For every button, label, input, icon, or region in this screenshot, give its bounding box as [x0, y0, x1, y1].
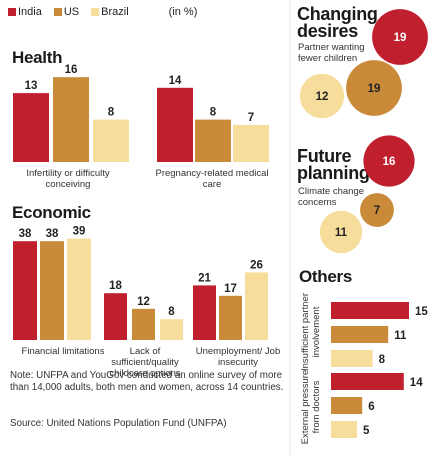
- bubble-future-us: [360, 193, 394, 227]
- bubble-changing-india: [372, 9, 428, 65]
- economic-bar-0-us: [40, 241, 64, 340]
- health-bar-0-india: [13, 93, 49, 162]
- legend-swatch-india: [8, 8, 16, 16]
- economic-bar-0-india: [13, 241, 37, 340]
- health-value-0-india: 13: [25, 80, 38, 92]
- economic-value-2-india: 21: [198, 272, 211, 284]
- others-value-0-brazil: 8: [379, 354, 386, 366]
- economic-bar-0-brazil: [67, 238, 91, 340]
- economic-category-2: Unemployment/ Job insecurity: [195, 346, 281, 368]
- bubble-future-india: [363, 135, 415, 187]
- health-value-1-india: 14: [169, 75, 182, 87]
- changing-desires-category: Partner wanting fewer children: [298, 42, 365, 64]
- legend-label-india: India: [18, 6, 42, 18]
- health-value-1-brazil: 7: [248, 112, 254, 124]
- economic-bar-2-us: [219, 295, 242, 340]
- others-value-0-us: 11: [394, 330, 407, 342]
- economic-value-0-india: 38: [19, 228, 32, 240]
- legend-item-india: India: [8, 6, 42, 18]
- bubble-future-india-label: 16: [383, 156, 396, 168]
- health-bar-1-brazil: [233, 124, 269, 162]
- economic-bar-1-us: [132, 308, 155, 340]
- health-bar-1-india: [157, 87, 193, 162]
- legend-swatch-brazil: [91, 8, 100, 16]
- future-planning-heading: Future planning: [297, 146, 370, 183]
- legend-label-brazil: Brazil: [101, 6, 129, 18]
- legend: India US Brazil (in %): [8, 6, 197, 18]
- others-bar-1-brazil: [331, 421, 357, 438]
- economic-value-1-brazil: 8: [168, 306, 175, 318]
- economic-bar-2-india: [193, 285, 216, 340]
- source-text: Source: United Nations Population Fund (…: [10, 418, 227, 429]
- others-bar-0-brazil: [331, 350, 373, 367]
- economic-category-0: Financial limitations: [21, 346, 105, 357]
- others-bar-0-us: [331, 326, 389, 343]
- unit-label: (in %): [168, 6, 198, 18]
- others-value-0-india: 15: [415, 306, 428, 318]
- health-category-1: Pregnancy-related medical care: [155, 168, 269, 190]
- others-bar-0-india: [331, 302, 409, 319]
- others-value-1-india: 14: [410, 377, 423, 389]
- others-value-1-us: 6: [368, 401, 374, 413]
- health-heading: Health: [12, 48, 63, 67]
- bubble-changing-india-label: 19: [394, 32, 407, 44]
- legend-label-us: US: [63, 6, 80, 18]
- health-bar-1-us: [195, 119, 231, 162]
- others-bar-1-india: [331, 373, 404, 390]
- economic-value-1-india: 18: [109, 280, 122, 292]
- economic-bar-2-brazil: [245, 272, 268, 340]
- health-value-0-brazil: 8: [108, 107, 115, 119]
- legend-swatch-us: [53, 8, 62, 16]
- bubble-future-brazil-label: 11: [335, 227, 348, 239]
- bubble-changing-us-label: 19: [368, 83, 381, 95]
- economic-bar-1-india: [104, 293, 127, 340]
- health-value-1-us: 8: [210, 107, 217, 119]
- health-bar-0-brazil: [93, 119, 129, 162]
- changing-desires-heading: Changing desires: [297, 4, 378, 41]
- health-bar-0-us: [53, 77, 89, 162]
- legend-item-brazil: Brazil: [91, 6, 129, 18]
- bubble-future-us-label: 7: [374, 205, 380, 217]
- economic-heading: Economic: [12, 203, 91, 222]
- bubble-changing-brazil-label: 12: [316, 91, 329, 103]
- economic-category-1: Lack of sufficient/quality childcare opt…: [109, 346, 181, 379]
- others-value-1-brazil: 5: [363, 425, 370, 437]
- others-bar-1-us: [331, 397, 363, 414]
- health-category-0: Infertility or difficulty conceiving: [26, 168, 110, 190]
- economic-bar-1-brazil: [160, 319, 183, 340]
- economic-value-2-us: 17: [224, 283, 237, 295]
- note-text: Note: UNFPA and YouGov conducted an onli…: [10, 370, 284, 393]
- economic-value-0-brazil: 39: [73, 226, 86, 238]
- others-heading: Others: [299, 267, 352, 286]
- future-planning-category: Climate change concerns: [298, 186, 365, 208]
- bubble-changing-us: [346, 60, 402, 116]
- economic-value-1-us: 12: [137, 296, 150, 308]
- health-value-0-us: 16: [65, 64, 78, 76]
- economic-value-2-brazil: 26: [250, 259, 263, 271]
- bubble-changing-brazil: [299, 73, 345, 119]
- others-category-0: Insufficient partnerinvolvement: [300, 293, 322, 371]
- legend-item-us: US: [53, 6, 80, 18]
- bubble-future-brazil: [319, 210, 363, 254]
- economic-value-0-us: 38: [46, 228, 59, 240]
- others-category-1: External pressurefrom doctors: [300, 370, 322, 444]
